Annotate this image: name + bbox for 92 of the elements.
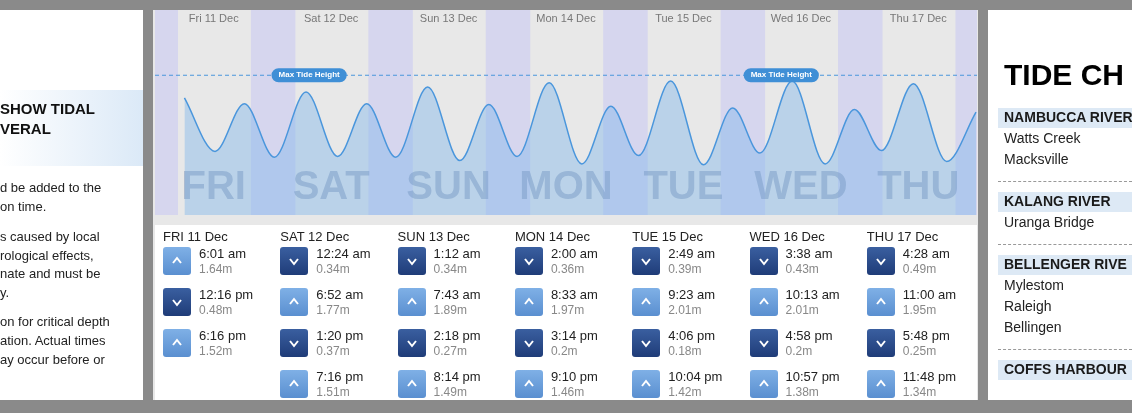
text: 3:38 am: [785, 246, 833, 261]
text: KALANG RIVER: [1004, 193, 1111, 209]
text: 1.89m: [433, 303, 467, 317]
text: SHOW TIDAL: [0, 100, 95, 117]
x-tick-label: Fri 11 Dec: [188, 12, 240, 25]
text: 2.01m: [668, 303, 702, 317]
text: BELLENGER RIVE: [1004, 256, 1127, 272]
text: ation. Actual times: [0, 333, 106, 348]
text: 4:58 pm: [785, 328, 833, 343]
x-tick-label: Sun 13 Dec: [419, 12, 478, 25]
text: 6:01 am: [199, 246, 246, 261]
category-label: FRI 11 Dec: [163, 229, 228, 244]
text: NAMBUCCA RIVER: [1004, 109, 1132, 125]
text: 4:28 am: [902, 246, 950, 261]
text: 1.49m: [433, 385, 467, 399]
category-label: SAT 12 Dec: [280, 229, 350, 244]
text: 0.27m: [433, 344, 467, 358]
text: 11:48 pm: [902, 369, 957, 384]
text: 11:00 am: [902, 287, 957, 302]
annotation: Max Tide Height: [278, 70, 341, 80]
text: 0.2m: [785, 344, 813, 358]
text: 1.52m: [199, 344, 233, 358]
text: Macksville: [1004, 151, 1069, 167]
text: 1.46m: [550, 385, 585, 399]
annotation: Max Tide Height: [750, 70, 813, 80]
text: 8:33 am: [550, 287, 598, 302]
text: VERAL: [0, 120, 51, 137]
text: on for critical depth: [0, 314, 110, 329]
text: 5:48 pm: [902, 328, 950, 343]
text: Watts Creek: [1004, 130, 1081, 146]
text: 0.39m: [668, 262, 702, 276]
text: 0.25m: [902, 344, 937, 358]
text: d be added to the: [0, 180, 102, 195]
text: on time.: [0, 199, 47, 214]
text: 1.42m: [668, 385, 702, 399]
text: 10:13 am: [785, 287, 840, 302]
text: 0.34m: [316, 262, 350, 276]
text: Bellingen: [1004, 319, 1062, 335]
text: 1.95m: [902, 303, 937, 317]
text: 10:57 pm: [785, 369, 840, 384]
category-label: MON 14 Dec: [514, 229, 591, 244]
text: 1.77m: [316, 303, 350, 317]
text: 0.36m: [550, 262, 585, 276]
text: rological effects,: [0, 248, 94, 263]
text: nate and must be: [0, 266, 101, 281]
text: 1.34m: [902, 385, 937, 399]
text: 0.34m: [433, 262, 467, 276]
x-tick-label: Thu 17 Dec: [889, 12, 948, 25]
text: 3:14 pm: [550, 328, 598, 343]
text: ay occur before or: [0, 352, 105, 367]
text: 12:24 am: [316, 246, 371, 261]
text: 1.64m: [199, 262, 233, 276]
text: y.: [0, 285, 10, 300]
x-tick-label: Wed 16 Dec: [770, 12, 832, 25]
category-label: THU 17 Dec: [866, 229, 939, 244]
text: 0.2m: [550, 344, 578, 358]
text: 2.01m: [785, 303, 819, 317]
x-tick-label: Mon 14 Dec: [536, 12, 597, 25]
text: 6:52 am: [316, 287, 364, 302]
text: 9:23 am: [668, 287, 716, 302]
text: 1.51m: [316, 385, 350, 399]
text: Uranga Bridge: [1004, 214, 1095, 230]
category-label: SUN 13 Dec: [397, 229, 470, 244]
text: Mylestom: [1004, 277, 1064, 293]
text: 1:20 pm: [316, 328, 364, 343]
text: 8:14 pm: [433, 369, 481, 384]
text: 10:04 pm: [668, 369, 723, 384]
text: 0.49m: [902, 262, 937, 276]
text: Raleigh: [1004, 298, 1052, 314]
category-label: TUE 15 Dec: [632, 229, 703, 244]
text: 0.18m: [668, 344, 702, 358]
text: 9:10 pm: [550, 369, 598, 384]
text: 1.38m: [785, 385, 819, 399]
text: 2:49 am: [668, 246, 716, 261]
text: s caused by local: [0, 229, 100, 244]
text: 2:00 am: [550, 246, 598, 261]
text: 4:06 pm: [668, 328, 716, 343]
text: 2:18 pm: [433, 328, 481, 343]
x-tick-label: Sat 12 Dec: [303, 12, 359, 25]
text: TIDE CH: [1004, 58, 1124, 92]
text: 12:16 pm: [199, 287, 254, 302]
text: 0.37m: [316, 344, 350, 358]
category-label: WED 16 Dec: [749, 229, 825, 244]
text: 1:12 am: [433, 246, 481, 261]
text: 0.48m: [199, 303, 233, 317]
text: COFFS HARBOUR: [1004, 361, 1127, 377]
text: 1.97m: [550, 303, 585, 317]
text: 0.43m: [785, 262, 819, 276]
text: 7:16 pm: [316, 369, 364, 384]
text: 7:43 am: [433, 287, 481, 302]
text: 6:16 pm: [199, 328, 246, 343]
x-tick-label: Tue 15 Dec: [655, 12, 713, 25]
